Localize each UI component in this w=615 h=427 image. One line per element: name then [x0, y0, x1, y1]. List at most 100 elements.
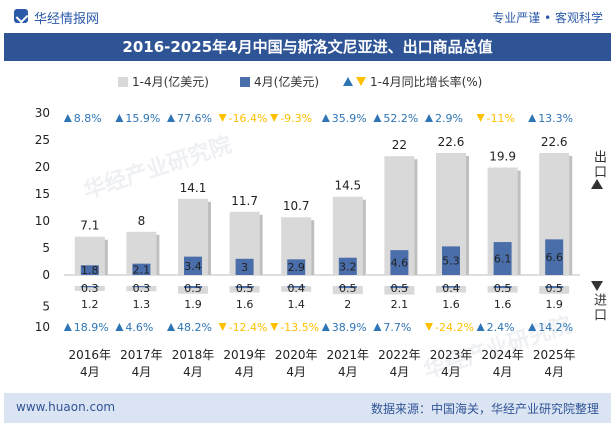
- legend-down-arrow-icon: [356, 77, 366, 86]
- x-tick-label-year: 2016年: [69, 348, 112, 362]
- export-growth-label: 15.9%: [125, 112, 160, 125]
- y-tick-label-export: 30: [35, 106, 50, 120]
- x-tick-label-year: 2019年: [223, 348, 266, 362]
- export-growth-label: -11%: [487, 112, 515, 125]
- import-growth-down-arrow-icon: [218, 323, 227, 331]
- import-growth-up-arrow-icon: [167, 323, 175, 331]
- import-cumulative-bar: [126, 286, 157, 292]
- x-tick-label-year: 2017年: [120, 348, 163, 362]
- export-cumulative-bar-shadow: [569, 155, 573, 275]
- y-tick-label-export: 25: [35, 133, 50, 147]
- import-growth-label: 7.7%: [383, 321, 411, 334]
- x-tick-label-month: 4月: [493, 365, 513, 379]
- import-cumulative-bar: [539, 286, 570, 294]
- import-cumulative-label: 1.6: [442, 298, 460, 311]
- import-month-bar: [80, 286, 99, 288]
- x-tick-label-year: 2020年: [275, 348, 318, 362]
- export-cumulative-bar-shadow: [156, 234, 160, 275]
- export-month-label: 3.4: [184, 260, 202, 273]
- export-month-bar: [80, 265, 99, 275]
- import-month-label: 0.5: [236, 282, 254, 295]
- import-month-bar: [132, 286, 151, 288]
- import-month-label: 0.5: [391, 282, 409, 295]
- export-growth-up-arrow-icon: [373, 114, 382, 122]
- import-month-bar: [338, 286, 357, 289]
- export-month-bar: [442, 246, 460, 275]
- footer-url: www.huaon.com: [16, 400, 116, 414]
- export-cumulative-label: 22.6: [438, 135, 465, 149]
- import-month-label: 0.5: [545, 282, 563, 295]
- export-growth-up-arrow-icon: [528, 114, 537, 122]
- import-arrow-icon: [591, 281, 603, 291]
- import-growth-label: -13.5%: [280, 321, 319, 334]
- import-month-label: 0.5: [339, 282, 357, 295]
- y-tick-label-export: 0: [42, 268, 50, 282]
- export-cumulative-bar-shadow: [362, 199, 366, 275]
- export-growth-down-arrow-icon: [270, 114, 279, 122]
- chart-area: 30 25 20 15 10 5 0 5 10 7.1 1.8 0.3 1.2 8.8% 18.9% 2016…: [35, 106, 580, 379]
- footer-source: 数据来源：中国海关，华经产业研究院整理: [370, 402, 599, 416]
- export-month-bar: [287, 259, 306, 275]
- import-cumulative-bar: [281, 286, 312, 292]
- export-growth-up-arrow-icon: [321, 114, 330, 122]
- export-label-text: 出口: [591, 150, 606, 180]
- import-growth-label: -24.2%: [435, 321, 474, 334]
- export-month-bar: [390, 250, 409, 275]
- import-growth-up-arrow-icon: [476, 323, 485, 331]
- import-month-bar: [545, 286, 564, 289]
- import-month-bar: [184, 286, 202, 289]
- import-cumulative-label: 1.4: [287, 298, 305, 311]
- chart-title: 2016-2025年4月中国与斯洛文尼亚进、出口商品总值: [122, 38, 493, 56]
- x-tick-label-month: 4月: [338, 365, 358, 379]
- export-arrow-icon: [591, 179, 603, 189]
- export-growth-label: 8.8%: [74, 112, 102, 125]
- import-month-label: 0.3: [81, 282, 99, 295]
- legend-up-arrow-icon: [343, 77, 353, 86]
- import-month-bar: [442, 286, 460, 288]
- x-tick-label-month: 4月: [390, 365, 410, 379]
- import-cumulative-bar: [487, 286, 518, 293]
- title-bar: 2016-2025年4月中国与斯洛文尼亚进、出口商品总值: [4, 33, 611, 61]
- legend-swatch-cumulative: [118, 77, 128, 87]
- import-cumulative-bar: [332, 286, 363, 295]
- x-tick-label-year: 2022年: [378, 348, 421, 362]
- x-tick-label-year: 2025年: [533, 348, 576, 362]
- import-cumulative-bar: [178, 286, 208, 294]
- huajing-logo-icon: [14, 9, 28, 23]
- export-month-label: 2.1: [133, 263, 151, 276]
- import-month-label: 0.4: [442, 282, 460, 295]
- import-month-bar: [493, 286, 512, 289]
- export-month-label: 1.8: [81, 264, 99, 277]
- y-tick-label-import: 10: [35, 320, 50, 334]
- x-tick-label-month: 4月: [286, 365, 306, 379]
- import-cumulative-label: 1.9: [545, 298, 563, 311]
- import-cumulative-label: 1.6: [494, 298, 512, 311]
- export-cumulative-bar-shadow: [466, 155, 469, 275]
- export-growth-down-arrow-icon: [218, 114, 227, 122]
- legend: 1-4月(亿美元) 4月(亿美元) 1-4月同比增长率(%): [0, 71, 615, 93]
- footer: www.huaon.com 数据来源：中国海关，华经产业研究院整理: [4, 393, 611, 423]
- export-growth-down-arrow-icon: [476, 114, 485, 122]
- export-side-label: 出口: [589, 150, 608, 180]
- import-cumulative-label: 1.9: [184, 298, 202, 311]
- legend-label-month: 4月(亿美元): [254, 75, 319, 89]
- export-month-label: 3.2: [339, 260, 357, 273]
- x-tick-label-month: 4月: [544, 365, 564, 379]
- import-growth-up-arrow-icon: [373, 323, 382, 331]
- export-month-bar: [493, 242, 512, 275]
- import-cumulative-bar: [384, 286, 415, 295]
- x-tick-label-month: 4月: [235, 365, 255, 379]
- x-tick-label-year: 2018年: [172, 348, 215, 362]
- export-growth-up-arrow-icon: [425, 114, 433, 122]
- export-cumulative-label: 14.5: [334, 179, 361, 193]
- export-month-bar: [132, 263, 151, 275]
- import-growth-label: 2.4%: [487, 321, 515, 334]
- export-cumulative-label: 10.7: [283, 199, 310, 213]
- x-tick-label-year: 2024年: [481, 348, 524, 362]
- export-growth-label: 52.2%: [383, 112, 418, 125]
- export-cumulative-bar-shadow: [517, 170, 521, 275]
- legend-label-growth: 1-4月同比增长率(%): [370, 75, 483, 89]
- import-growth-label: 18.9%: [74, 321, 109, 334]
- legend-swatch-month: [240, 77, 250, 87]
- export-month-label: 2.9: [287, 261, 305, 274]
